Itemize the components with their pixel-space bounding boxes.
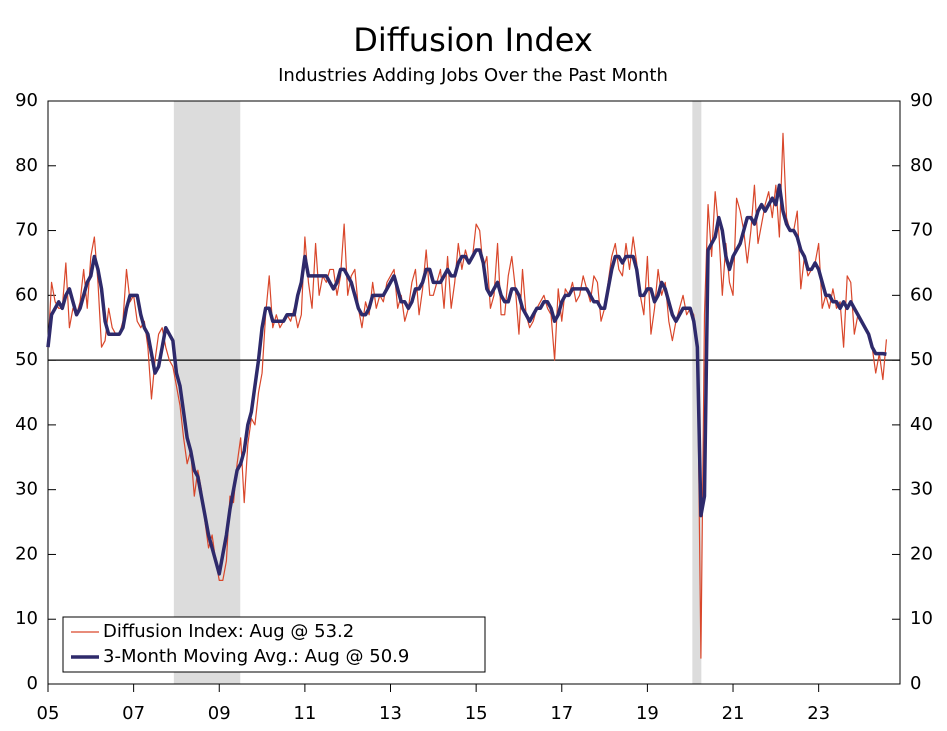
recession-shade: [173, 101, 241, 684]
x-tick-label: 13: [379, 703, 402, 724]
y-tick-label: 30: [15, 479, 38, 500]
y2-tick-label: 90: [910, 90, 933, 111]
y2-tick-label: 80: [910, 155, 933, 176]
y-tick-label: 90: [15, 90, 38, 111]
x-tick-label: 15: [465, 703, 488, 724]
y-tick-label: 0: [27, 673, 38, 694]
x-tick-label: 17: [550, 703, 573, 724]
chart-subtitle: Industries Adding Jobs Over the Past Mon…: [278, 65, 668, 86]
x-tick-label: 09: [208, 703, 231, 724]
y-tick-label: 20: [15, 543, 38, 564]
y-tick-label: 80: [15, 155, 38, 176]
y-tick-label: 10: [15, 608, 38, 629]
chart-title: Diffusion Index: [353, 21, 593, 59]
legend-label: 3-Month Moving Avg.: Aug @ 50.9: [103, 646, 409, 667]
y-tick-label: 40: [15, 414, 38, 435]
y2-tick-label: 10: [910, 608, 933, 629]
x-tick-label: 21: [722, 703, 745, 724]
legend-label: Diffusion Index: Aug @ 53.2: [103, 621, 354, 642]
y2-tick-label: 30: [910, 479, 933, 500]
y2-tick-label: 20: [910, 543, 933, 564]
y-tick-label: 70: [15, 220, 38, 241]
x-tick-label: 19: [636, 703, 659, 724]
x-tick-label: 11: [293, 703, 316, 724]
y2-tick-label: 0: [910, 673, 921, 694]
x-tick-label: 05: [37, 703, 60, 724]
series-line: [47, 132, 888, 659]
x-tick-label: 23: [807, 703, 830, 724]
y2-tick-label: 50: [910, 349, 933, 370]
legend-box: [62, 616, 486, 673]
y-tick-label: 60: [15, 284, 38, 305]
y2-tick-label: 40: [910, 414, 933, 435]
y2-tick-label: 70: [910, 220, 933, 241]
y2-tick-label: 60: [910, 284, 933, 305]
y-tick-label: 50: [15, 349, 38, 370]
series-line: [46, 183, 887, 576]
plot-frame: [47, 100, 901, 685]
x-tick-label: 07: [122, 703, 145, 724]
